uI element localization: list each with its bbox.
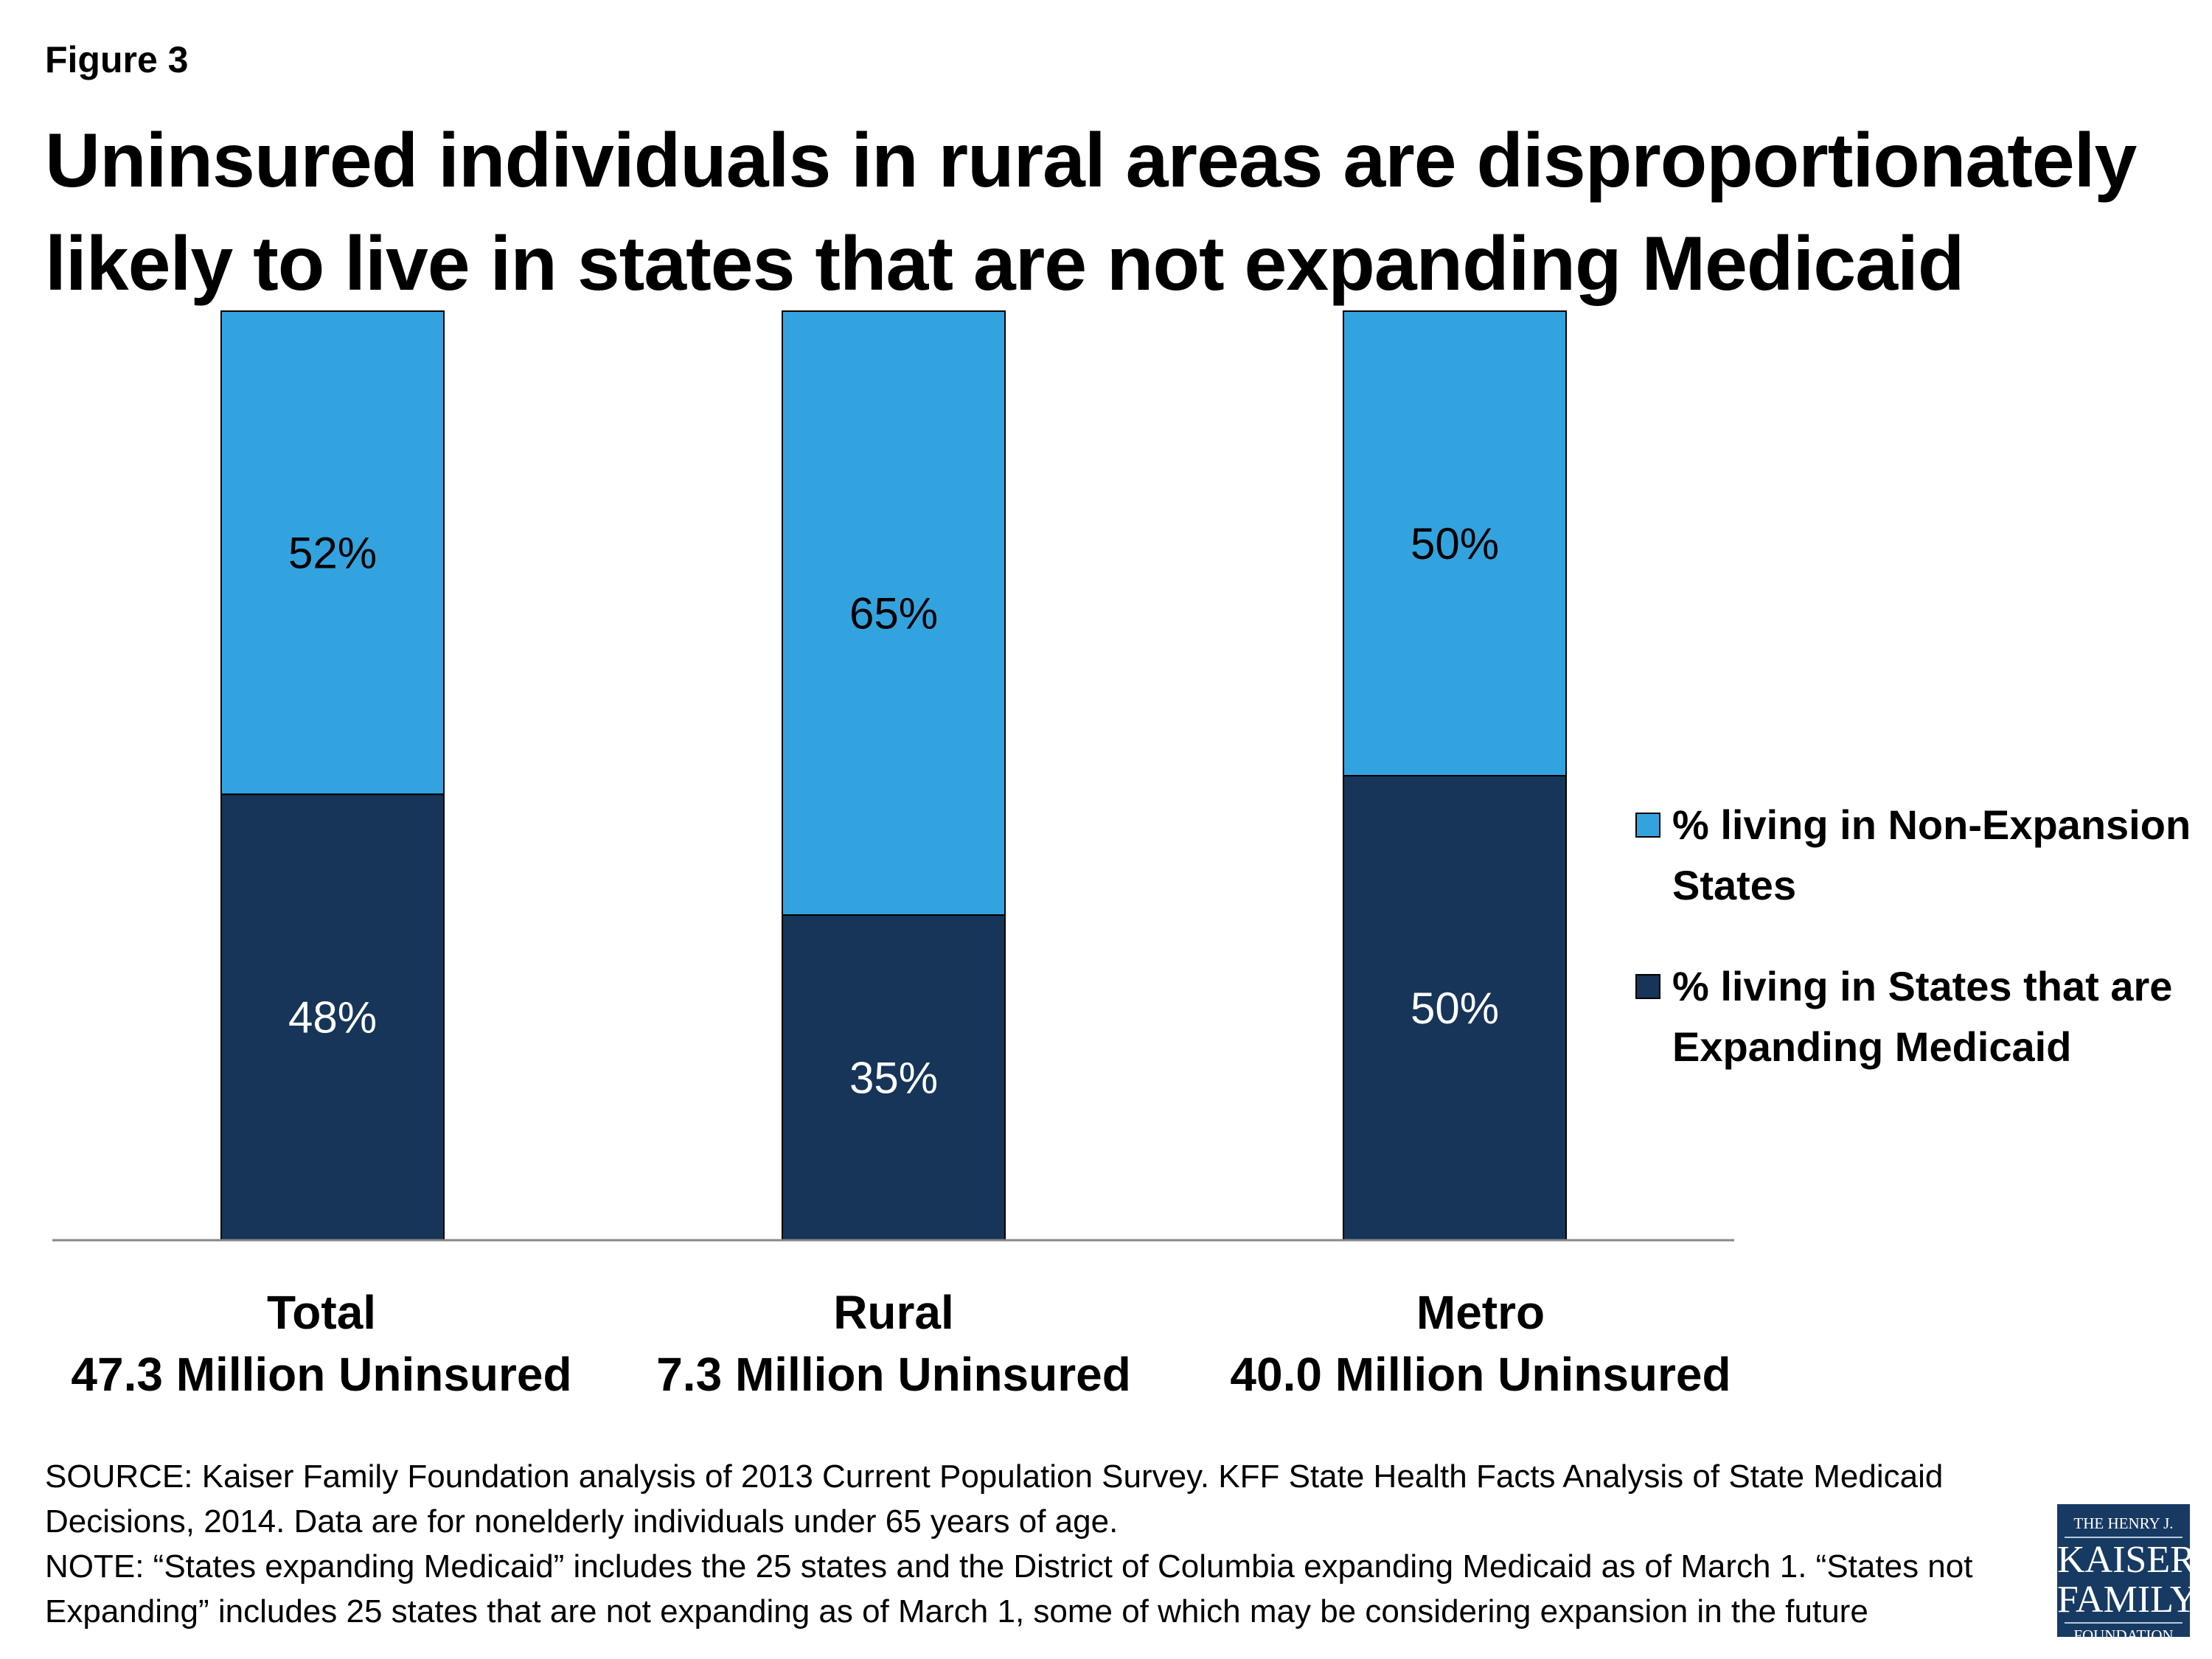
logo-line-1: THE HENRY J. (2065, 1514, 2183, 1538)
category-uninsured-count: 47.3 Million Uninsured (71, 1348, 572, 1401)
chart-title: Uninsured individuals in rural areas are… (45, 118, 2137, 307)
logo-line-4: FOUNDATION (2065, 1622, 2183, 1645)
bar-total-non-expansion (220, 310, 445, 796)
data-label-total-expanding: 48% (288, 993, 377, 1043)
logo-line-3: FAMILY (2057, 1579, 2198, 1621)
bar-rural-non-expansion (782, 310, 1006, 916)
category-uninsured-count: 7.3 Million Uninsured (656, 1348, 1131, 1401)
bar-metro-non-expansion (1343, 310, 1567, 776)
footer: SOURCE: Kaiser Family Foundation analysi… (45, 1454, 2036, 1634)
data-label-total-non-expansion: 52% (288, 529, 377, 578)
x-tick-label-metro: Metro 40.0 Million Uninsured (1200, 1281, 1761, 1405)
category-name: Rural (833, 1286, 954, 1339)
figure-label: Figure 3 (45, 39, 189, 80)
x-tick-label-total: Total 47.3 Million Uninsured (41, 1281, 602, 1405)
category-name: Metro (1416, 1286, 1545, 1339)
source-note: SOURCE: Kaiser Family Foundation analysi… (45, 1458, 1944, 1540)
x-tick-label-rural: Rural 7.3 Million Uninsured (613, 1281, 1174, 1405)
note: NOTE: “States expanding Medicaid” includ… (45, 1548, 1973, 1630)
category-uninsured-count: 40.0 Million Uninsured (1230, 1348, 1731, 1401)
bar-total-expanding (220, 793, 445, 1241)
kff-logo: THE HENRY J. KAISER FAMILY FOUNDATION (2057, 1504, 2198, 1644)
legend-swatch-non-expansion (1635, 813, 1660, 838)
data-label-rural-expanding: 35% (849, 1054, 938, 1103)
logo-line-2: KAISER (2057, 1539, 2196, 1581)
category-name: Total (266, 1286, 377, 1339)
stacked-bar-chart: 48% 52% 35% 65% 50% 50% (52, 310, 1734, 1242)
data-label-rural-non-expansion: 65% (849, 589, 938, 639)
legend-label-expanding: % living in States that are Expanding Me… (1672, 963, 2173, 1070)
data-label-metro-expanding: 50% (1411, 984, 1499, 1033)
legend-label-non-expansion: % living in Non-Expansion States (1672, 801, 2191, 908)
legend-swatch-expanding (1635, 974, 1660, 999)
data-label-metro-non-expansion: 50% (1411, 519, 1499, 568)
